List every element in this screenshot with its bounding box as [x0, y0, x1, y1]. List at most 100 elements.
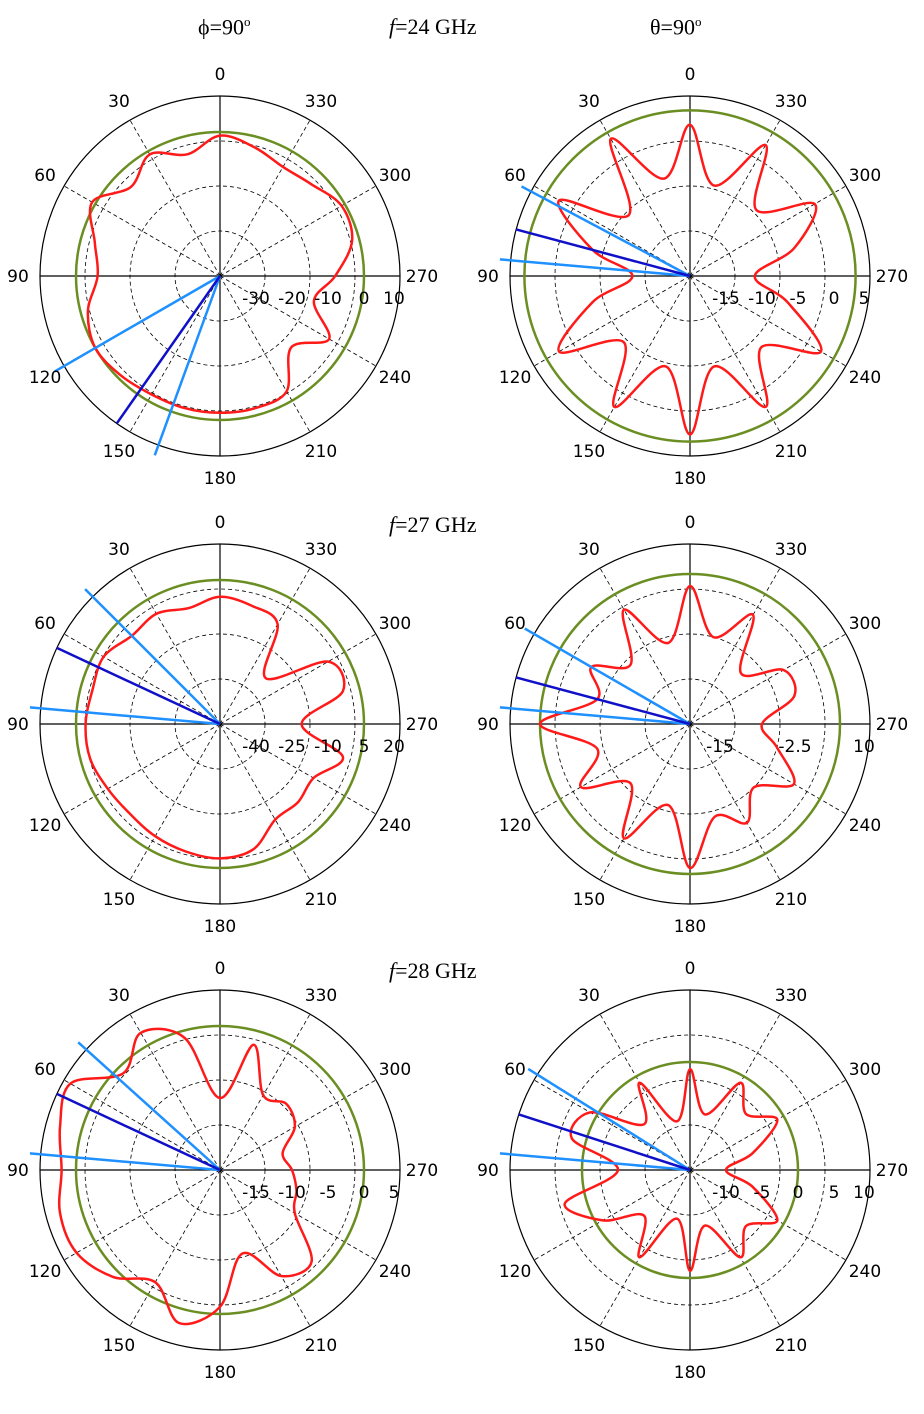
beam-edge-line: [54, 274, 221, 373]
radial-tick-label: -10: [748, 289, 776, 309]
grid-spoke: [129, 723, 221, 881]
radial-tick-label: 10: [853, 737, 875, 757]
angle-tick-label: 90: [477, 715, 499, 735]
angle-tick-label: 90: [7, 715, 29, 735]
angle-tick-label: 270: [406, 1161, 438, 1181]
angle-tick-label: 30: [108, 986, 130, 1006]
angle-tick-label: 330: [775, 92, 807, 112]
reference-circle: [74, 578, 366, 870]
radial-tick-label: -30: [242, 289, 270, 309]
radial-tick-label: 0: [829, 289, 840, 309]
angle-tick-label: 0: [215, 959, 226, 979]
angle-tick-label: 330: [305, 92, 337, 112]
angle-tick-label: 210: [305, 890, 337, 910]
angle-tick-label: 210: [775, 890, 807, 910]
grid-spoke: [219, 275, 377, 367]
reference-circle: [74, 1024, 366, 1316]
grid-spoke: [599, 1169, 691, 1327]
grid-spoke: [219, 567, 311, 725]
grid-spoke: [599, 567, 691, 725]
theta-degree: o: [694, 14, 702, 29]
grid-spoke: [689, 1079, 847, 1171]
angle-tick-label: 0: [215, 65, 226, 85]
grid-spoke: [63, 185, 221, 277]
radial-tick-label: -40: [242, 737, 270, 757]
angle-tick-label: 270: [876, 1161, 908, 1181]
angle-tick-label: 150: [103, 890, 135, 910]
radial-tick-label: 0: [359, 289, 370, 309]
radial-tick-label: -5: [320, 1183, 337, 1203]
angle-tick-label: 180: [204, 1363, 236, 1383]
reference-circle: [74, 130, 366, 422]
pattern-curve: [86, 134, 354, 415]
angle-tick-label: 270: [876, 715, 908, 735]
radial-tick-label: -20: [278, 289, 306, 309]
angle-tick-label: 330: [775, 540, 807, 560]
polar-chart-5: 0 30 60 90 120 150 180 210 240 270 300 330 -15 -10 -5 0…: [7, 959, 438, 1383]
grid-spoke: [599, 119, 691, 277]
angle-tick-label: 30: [108, 92, 130, 112]
angle-tick-label: 240: [379, 368, 411, 388]
angle-tick-label: 0: [685, 513, 696, 533]
polar-chart-3: 0 30 60 90 120 150 180 210 240 270 300 330 -40 -25 -10…: [7, 513, 438, 937]
phi-value: =90: [209, 14, 245, 40]
angle-tick-label: 30: [578, 92, 600, 112]
polar-chart-6: 0 30 60 90 120 150 180 210 240 270 300 330 -10 -5 0 5 10: [477, 959, 908, 1383]
beam-edge-line: [527, 1067, 691, 1172]
polar-chart-4: 0 30 60 90 120 150 180 210 240 270 300 330 -15 -2.5 10: [477, 513, 908, 937]
freq-label-27: f=27 GHz: [389, 512, 477, 538]
grid-spoke: [219, 1169, 311, 1327]
radial-tick-label: -5: [790, 289, 807, 309]
angle-tick-label: 300: [849, 166, 881, 186]
angle-tick-label: 180: [204, 469, 236, 489]
angle-tick-label: 300: [849, 1060, 881, 1080]
angle-tick-label: 60: [504, 166, 526, 186]
outer-circle: [39, 543, 401, 905]
grid-spoke: [129, 567, 221, 725]
angle-tick-label: 270: [406, 267, 438, 287]
outer-circle: [39, 95, 401, 457]
angle-tick-label: 180: [674, 917, 706, 937]
beam-edge-line: [84, 588, 221, 725]
outer-circle: [509, 95, 871, 457]
pattern-curve: [557, 123, 823, 436]
grid-spoke: [129, 275, 221, 433]
angle-tick-label: 270: [406, 715, 438, 735]
header-theta: θ=90o: [650, 14, 701, 40]
angle-tick-label: 210: [775, 442, 807, 462]
angle-tick-label: 60: [504, 1060, 526, 1080]
radial-tick-label: -15: [712, 289, 740, 309]
angle-tick-label: 150: [103, 442, 135, 462]
angle-tick-label: 120: [29, 1262, 61, 1282]
grid-spoke: [63, 633, 221, 725]
beam-main-line: [515, 676, 691, 726]
freq-value: =28 GHz: [395, 958, 477, 983]
grid-spoke: [129, 1169, 221, 1327]
beam-main-line: [515, 228, 691, 278]
angle-tick-label: 150: [573, 442, 605, 462]
phi-symbol: ϕ: [198, 14, 210, 40]
radial-tick-label: -15: [706, 737, 734, 757]
grid-spoke: [219, 723, 311, 881]
angle-tick-label: 60: [504, 614, 526, 634]
beam-edge-line: [499, 258, 691, 278]
grid-spoke: [129, 119, 221, 277]
grid-spoke: [129, 1013, 221, 1171]
outer-circle: [509, 989, 871, 1351]
grid-spoke: [219, 119, 311, 277]
radial-tick-label: 0: [359, 1183, 370, 1203]
beam-edge-line: [524, 627, 691, 726]
grid-spoke: [63, 723, 221, 815]
grid-spoke: [599, 1013, 691, 1171]
radial-tick-label: -5: [754, 1183, 771, 1203]
grid-spoke: [689, 1169, 847, 1261]
radial-tick-label: -15: [242, 1183, 270, 1203]
freq-value: =24 GHz: [395, 14, 477, 39]
angle-tick-label: 90: [7, 1161, 29, 1181]
angle-tick-label: 60: [34, 614, 56, 634]
grid-spoke: [689, 1013, 781, 1171]
beam-main-line: [56, 1092, 221, 1172]
grid-spoke: [219, 723, 377, 815]
angle-tick-label: 300: [849, 614, 881, 634]
